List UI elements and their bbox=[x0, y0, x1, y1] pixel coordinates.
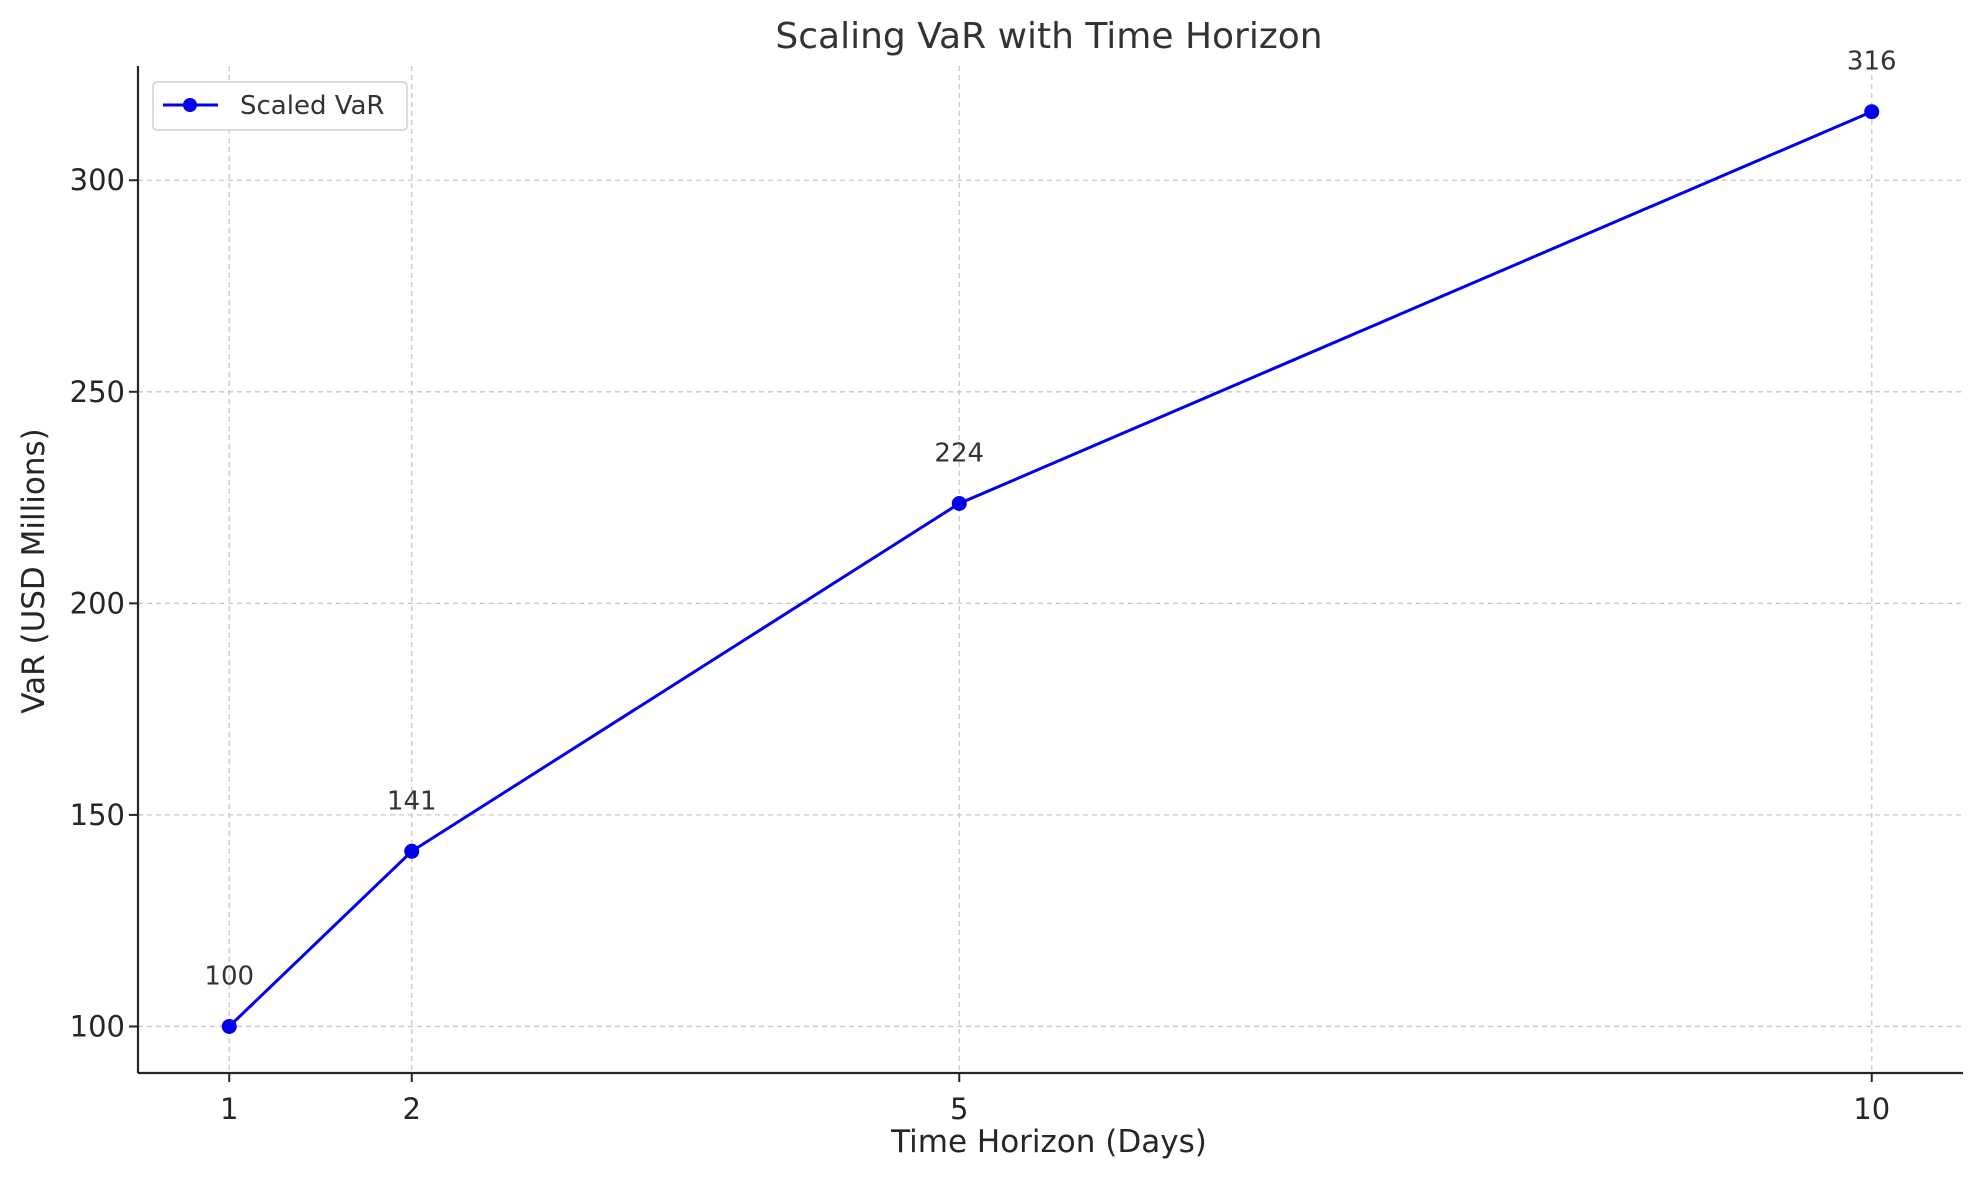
data-label: 224 bbox=[934, 438, 984, 468]
legend-box bbox=[152, 81, 408, 131]
data-point bbox=[221, 1018, 237, 1034]
data-point bbox=[951, 495, 967, 511]
x-tick-label: 2 bbox=[403, 1092, 421, 1126]
y-tick-label: 250 bbox=[70, 375, 125, 409]
x-tick-label: 5 bbox=[950, 1092, 968, 1126]
legend-label: Scaled VaR bbox=[240, 91, 385, 121]
x-tick-label: 10 bbox=[1853, 1092, 1890, 1126]
tick-labels: 1 2 5 10 100 150 200 250 300 bbox=[70, 163, 1891, 1126]
chart-title: Scaling VaR with Time Horizon bbox=[775, 16, 1322, 57]
legend-marker bbox=[183, 98, 197, 112]
grid bbox=[138, 66, 1963, 1073]
axes bbox=[129, 66, 1963, 1082]
y-tick-label: 100 bbox=[70, 1009, 125, 1043]
x-axis-label: Time Horizon (Days) bbox=[890, 1124, 1207, 1160]
series-group: 100 141 224 316 bbox=[204, 47, 1897, 1034]
legend: Scaled VaR bbox=[152, 81, 408, 131]
data-point bbox=[404, 843, 420, 859]
data-label: 100 bbox=[204, 961, 254, 991]
y-axis-label: VaR (USD Millions) bbox=[16, 428, 52, 713]
series-line-scaled-var bbox=[228, 110, 1873, 1028]
y-tick-label: 300 bbox=[70, 163, 125, 197]
x-tick-label: 1 bbox=[220, 1092, 238, 1126]
data-label: 316 bbox=[1847, 47, 1897, 77]
y-tick-label: 150 bbox=[70, 798, 125, 832]
y-tick-label: 200 bbox=[70, 586, 125, 620]
data-label: 141 bbox=[387, 786, 437, 816]
data-point bbox=[1864, 104, 1880, 120]
